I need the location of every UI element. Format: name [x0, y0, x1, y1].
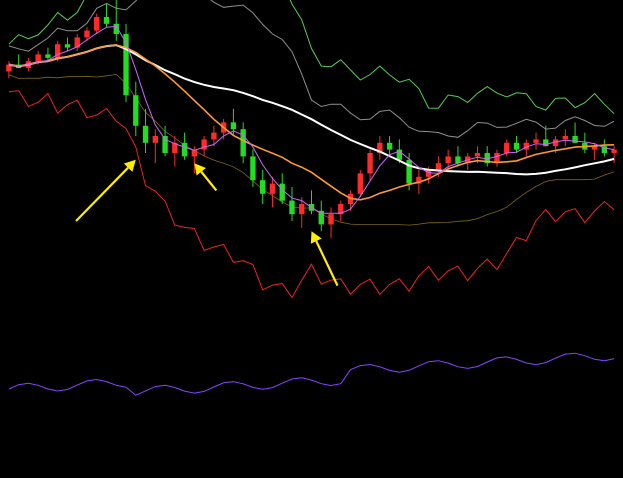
candle-body [123, 34, 129, 96]
bottom-indicator-line [8, 352, 615, 396]
candle-body [328, 214, 334, 225]
candle-body [416, 176, 422, 184]
candle-body [367, 153, 373, 174]
candle-body [494, 153, 500, 164]
candle-body [396, 149, 403, 160]
candle-body [572, 136, 578, 143]
candle-body [552, 139, 559, 147]
candle-body [474, 153, 481, 157]
candle-body [591, 146, 598, 150]
lower-band-line [8, 90, 615, 299]
candle-body [377, 142, 383, 153]
candle-body [240, 129, 246, 157]
upper-band-2-line [8, 0, 615, 138]
annotation-arrow-2-shaft [200, 171, 218, 192]
candle-body [533, 139, 539, 143]
candle-body [152, 136, 158, 143]
candle-body [445, 156, 451, 164]
candle-body [543, 139, 549, 147]
candle-body [299, 204, 305, 215]
candle-body [357, 173, 363, 194]
ma-short-line [8, 25, 615, 214]
candle-body [523, 142, 529, 150]
candle-body [601, 146, 608, 153]
candle-body [191, 149, 198, 157]
candle-body [504, 142, 510, 153]
candle-body [172, 142, 178, 153]
candle-body [103, 17, 110, 24]
annotation-arrow-3-head [310, 231, 322, 244]
candle-body [455, 156, 461, 164]
candle-body [230, 122, 237, 130]
candle-body [386, 142, 393, 150]
candle-body [84, 30, 90, 38]
candle-body [484, 153, 490, 164]
candle-body [269, 183, 276, 194]
candle-body [435, 163, 442, 170]
candle-body [406, 159, 412, 184]
candle-body [181, 142, 188, 157]
candle-body [289, 200, 295, 215]
candle-body [318, 210, 324, 225]
candle-body [45, 54, 51, 58]
candle-body [64, 44, 71, 48]
upper-band-line [8, 0, 615, 115]
candle-body [201, 139, 207, 150]
annotation-arrow-3-shaft [315, 240, 339, 287]
ma-mid-line [8, 44, 615, 201]
candle-body [211, 132, 217, 140]
candle-body [250, 156, 256, 181]
candle-body [94, 17, 100, 31]
candle-body [142, 125, 149, 143]
candle-body [425, 170, 432, 177]
annotation-arrow-2-head [194, 163, 206, 176]
candle-body [113, 23, 119, 34]
candle-body [162, 136, 168, 153]
candle-body [35, 54, 41, 62]
candle-body [74, 37, 80, 48]
candle-body [562, 136, 568, 140]
candle-body [6, 64, 12, 72]
candle-body [260, 180, 266, 194]
candle-body [133, 95, 139, 126]
candle-body [513, 142, 520, 150]
candle-body [611, 149, 617, 153]
candle-body [338, 204, 344, 215]
candle-body [279, 183, 285, 201]
candle-body [55, 44, 61, 58]
ma-long-line [8, 44, 615, 176]
annotation-arrow-1-head [123, 159, 136, 172]
annotation-arrow-1-shaft [75, 166, 129, 222]
